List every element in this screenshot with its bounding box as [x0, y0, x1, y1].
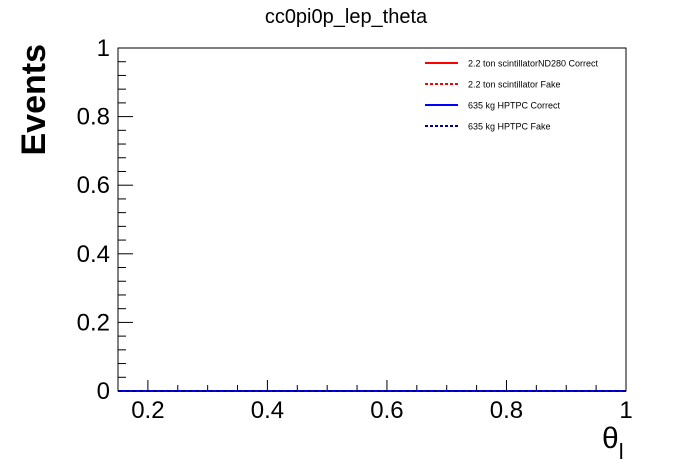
legend: 2.2 ton scintillatorND280 Correct 2.2 ton…: [425, 59, 599, 132]
x-axis-label-subscript: l: [619, 439, 624, 464]
legend-entry-4: 635 kg HPTPC Fake: [468, 122, 551, 132]
chart-title: cc0pi0p_lep_theta: [265, 6, 428, 28]
x-tick-label: 0.4: [251, 397, 284, 424]
y-axis-label: Events: [15, 44, 53, 156]
x-axis-label-main: θ: [602, 422, 619, 455]
x-tick-label: 0.8: [490, 397, 523, 424]
y-tick-label: 1: [97, 35, 110, 62]
legend-entry-1: 2.2 ton scintillatorND280 Correct: [468, 59, 599, 69]
x-tick-label: 1: [619, 397, 632, 424]
legend-entry-3: 635 kg HPTPC Correct: [468, 101, 561, 111]
y-tick-label: 0.6: [77, 172, 110, 199]
x-tick-label: 0.2: [131, 397, 164, 424]
plot-area: 0 0.2 0.4 0.6 0.8 1 0.2 0.4 0.6 0.8 1: [77, 35, 633, 424]
y-tick-label: 0.8: [77, 104, 110, 131]
y-tick-label: 0: [97, 378, 110, 405]
x-tick-label: 0.6: [370, 397, 403, 424]
plot-frame: [117, 47, 627, 392]
y-tick-label: 0.2: [77, 309, 110, 336]
x-axis-label: θl: [602, 422, 624, 464]
y-tick-label: 0.4: [77, 241, 110, 268]
legend-entry-2: 2.2 ton scintillator Fake: [468, 80, 561, 90]
